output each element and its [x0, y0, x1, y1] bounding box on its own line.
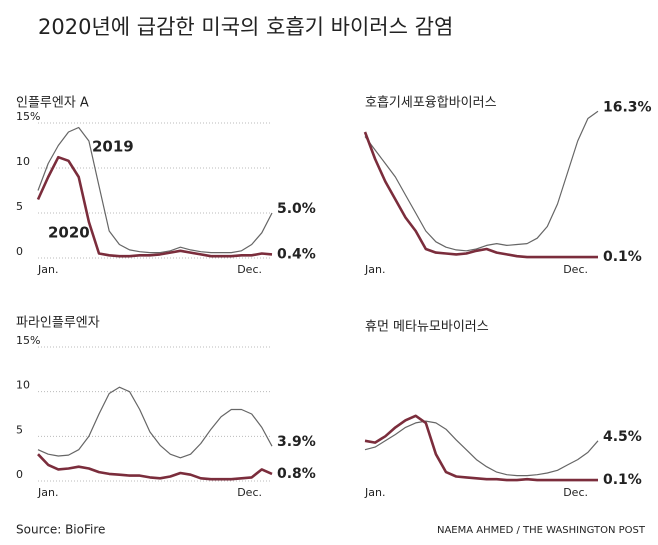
source: Source: BioFire — [16, 523, 105, 537]
series-label: 2019 — [92, 138, 134, 156]
y-tick-label: 5 — [16, 423, 23, 436]
chart-subtitle: 휴먼 메타뉴모바이러스 — [365, 320, 489, 335]
value-label: 16.3% — [603, 99, 652, 115]
value-label: 5.0% — [277, 201, 316, 217]
y-tick-label: 15% — [16, 334, 40, 347]
y-tick-label: 0 — [16, 245, 23, 258]
chart-subtitle: 호흡기세포융합바이러스 — [365, 96, 497, 111]
y-tick-label: 10 — [16, 155, 30, 168]
series-line — [37, 126, 273, 254]
series-line — [37, 386, 273, 459]
value-label: 3.9% — [277, 434, 316, 450]
page-title: 2020년에 급감한 미국의 호흡기 바이러스 감염 — [38, 15, 453, 39]
series-line — [364, 110, 599, 252]
value-label: 0.8% — [277, 466, 316, 482]
y-tick-label: 10 — [16, 379, 30, 392]
value-label: 0.4% — [277, 246, 316, 262]
series-line — [37, 453, 273, 481]
x-tick-label: Dec. — [237, 263, 262, 276]
y-tick-label: 15% — [16, 110, 40, 123]
value-label: 4.5% — [603, 429, 642, 445]
x-tick-label: Jan. — [37, 263, 58, 276]
x-tick-label: Dec. — [563, 486, 588, 499]
x-tick-label: Dec. — [563, 263, 588, 276]
y-tick-label: 0 — [16, 468, 23, 481]
x-tick-label: Jan. — [364, 486, 385, 499]
x-tick-label: Jan. — [364, 263, 385, 276]
x-tick-label: Dec. — [237, 486, 262, 499]
value-label: 0.1% — [603, 249, 642, 265]
chart-subtitle: 인플루엔자 A — [16, 96, 89, 111]
credit: NAEMA AHMED / THE WASHINGTON POST — [437, 525, 646, 536]
series-line — [364, 414, 598, 482]
series-line — [36, 155, 273, 258]
series-label: 2020 — [48, 224, 90, 242]
series-line — [363, 131, 598, 259]
chart-subtitle: 파라인플루엔자 — [16, 316, 100, 331]
value-label: 0.1% — [603, 472, 642, 488]
y-tick-label: 5 — [16, 200, 23, 213]
series-line — [364, 420, 599, 477]
x-tick-label: Jan. — [37, 486, 58, 499]
